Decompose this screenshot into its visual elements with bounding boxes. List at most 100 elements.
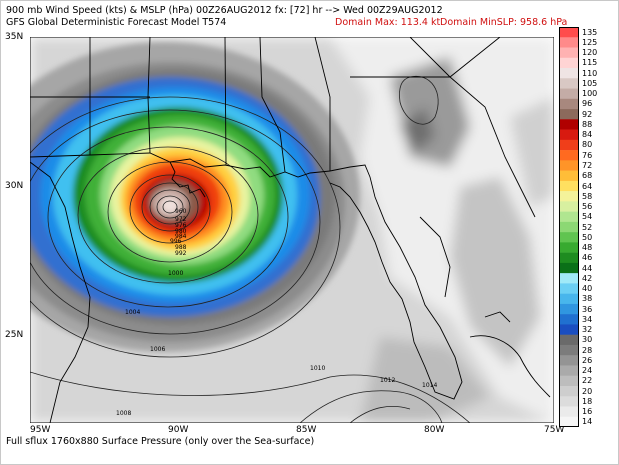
colorbar-swatch — [559, 221, 579, 233]
colorbar-swatch — [559, 396, 579, 407]
colorbar-level-label: 38 — [582, 294, 593, 304]
lon-label-90w: 90W — [168, 425, 189, 435]
lat-label-35n: 35N — [5, 32, 24, 42]
colorbar-swatch — [559, 170, 579, 182]
colorbar-swatch — [559, 47, 579, 59]
colorbar-swatch — [559, 324, 579, 335]
colorbar-level-label: 42 — [582, 273, 593, 283]
colorbar-swatch — [559, 375, 579, 387]
isobars — [30, 75, 471, 423]
colorbar-level-label: 64 — [582, 181, 593, 191]
isobar-label: 972 — [175, 216, 187, 223]
colorbar-level-label: 120 — [582, 48, 598, 58]
colorbar-swatch — [559, 344, 579, 356]
forecast-map: 996 1000 1004 1006 1008 1010 1012 1014 9… — [30, 37, 554, 423]
lon-label-75w: 75W — [544, 425, 565, 435]
isobar-label: 980 — [175, 228, 187, 235]
isobar-label: 1010 — [310, 365, 325, 372]
colorbar-level-label: 100 — [582, 89, 598, 99]
footer-caption: Full sflux 1760x880 Surface Pressure (on… — [6, 436, 315, 447]
colorbar-level-label: 30 — [582, 335, 593, 345]
colorbar-level-label: 20 — [582, 386, 593, 396]
colorbar-level-label: 92 — [582, 109, 593, 119]
colorbar-swatch — [559, 191, 579, 202]
colorbar-level-label: 48 — [582, 243, 593, 252]
colorbar-swatch — [559, 406, 579, 418]
lat-label-25n: 25N — [5, 330, 24, 340]
colorbar-level-label: 18 — [582, 396, 593, 406]
colorbar-level-label: 76 — [582, 150, 593, 160]
colorbar-swatch — [559, 160, 579, 171]
colorbar-swatch — [559, 365, 579, 377]
colorbar-level-label: 34 — [582, 314, 593, 324]
lon-label-80w: 80W — [424, 425, 445, 435]
wind-field-hurricane — [30, 42, 360, 352]
colorbar-level-label: 135 — [582, 27, 598, 37]
colorbar-swatch — [559, 314, 579, 325]
title-line-1: 900 mb Wind Speed (kts) & MSLP (hPa) 00Z… — [6, 5, 443, 16]
lon-label-95w: 95W — [30, 425, 51, 435]
colorbar-level-label: 80 — [582, 140, 593, 150]
colorbar-swatch — [559, 68, 579, 79]
colorbar-swatch — [559, 262, 579, 274]
colorbar-level-label: 36 — [582, 304, 593, 314]
colorbar — [559, 27, 579, 427]
colorbar-swatch — [559, 232, 579, 243]
colorbar-level-label: 28 — [582, 345, 593, 355]
colorbar-level-label: 110 — [582, 68, 598, 78]
isobar-label: 1006 — [150, 346, 165, 353]
coastlines-borders — [30, 37, 551, 423]
colorbar-level-label: 84 — [582, 130, 593, 140]
colorbar-level-label: 14 — [582, 417, 593, 427]
colorbar-level-label: 125 — [582, 37, 598, 47]
colorbar-level-label: 24 — [582, 366, 593, 376]
domain-max-label: Domain Max: 113.4 kt — [335, 17, 441, 28]
colorbar-swatch — [559, 303, 579, 315]
colorbar-swatch — [559, 139, 579, 151]
lon-label-85w: 85W — [296, 425, 317, 435]
colorbar-level-label: 72 — [582, 161, 593, 170]
colorbar-level-label: 68 — [582, 171, 593, 181]
colorbar-swatch — [559, 242, 579, 253]
colorbar-level-label: 22 — [582, 376, 593, 386]
isobar-label: 984 — [175, 233, 187, 240]
colorbar-swatch — [559, 211, 579, 223]
domain-minslp-label: Domain MinSLP: 958.6 hPa — [440, 17, 568, 28]
colorbar-swatch — [559, 98, 579, 110]
colorbar-swatch — [559, 57, 579, 69]
colorbar-level-label: 115 — [582, 58, 598, 68]
colorbar-level-label: 88 — [582, 119, 593, 129]
isobar-label: 1004 — [125, 309, 140, 316]
colorbar-level-label: 50 — [582, 232, 593, 242]
isobar-label: 1012 — [380, 377, 395, 384]
colorbar-swatch — [559, 355, 579, 366]
colorbar-level-label: 105 — [582, 78, 598, 88]
isobar-label: 960 — [175, 208, 187, 215]
colorbar-swatch — [559, 201, 579, 212]
colorbar-swatch — [559, 252, 579, 264]
title-line-2: GFS Global Deterministic Forecast Model … — [6, 17, 227, 28]
colorbar-level-label: 54 — [582, 212, 593, 222]
colorbar-level-label: 44 — [582, 263, 593, 273]
isobar-label: 996 — [170, 238, 182, 245]
colorbar-swatch — [559, 27, 579, 38]
colorbar-swatch — [559, 119, 579, 130]
colorbar-swatch — [559, 37, 579, 48]
isobar-label: 992 — [175, 250, 187, 257]
isobar-label: 988 — [175, 244, 187, 251]
colorbar-swatch — [559, 334, 579, 346]
isobar-label: 1014 — [422, 382, 437, 389]
colorbar-swatch — [559, 293, 579, 305]
colorbar-swatch — [559, 88, 579, 100]
colorbar-level-label: 26 — [582, 355, 593, 365]
colorbar-level-label: 32 — [582, 325, 593, 335]
colorbar-swatch — [559, 273, 579, 284]
colorbar-level-label: 52 — [582, 222, 593, 232]
colorbar-level-label: 56 — [582, 202, 593, 211]
isobar-label: 1008 — [116, 410, 131, 417]
colorbar-swatch — [559, 129, 579, 141]
colorbar-swatch — [559, 78, 579, 89]
colorbar-level-label: 40 — [582, 284, 593, 293]
isobar-label: 1000 — [168, 270, 183, 277]
colorbar-level-label: 46 — [582, 253, 593, 263]
